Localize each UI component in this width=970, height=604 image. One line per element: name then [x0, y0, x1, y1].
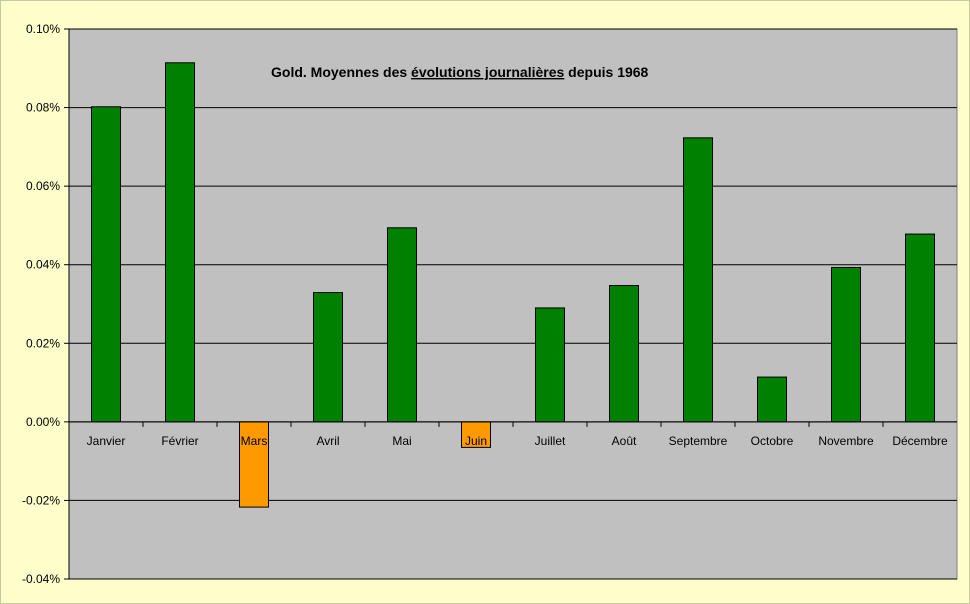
chart-title: Gold. Moyennes des évolutions journalièr…	[271, 64, 649, 80]
bar-décembre	[905, 233, 935, 423]
bar-novembre	[831, 266, 861, 423]
x-category-label: Septembre	[669, 434, 728, 448]
bar-mai	[387, 227, 417, 423]
y-tick-label: 0.00%	[26, 415, 60, 429]
y-tick-label: 0.06%	[26, 179, 60, 193]
bar-septembre	[683, 137, 713, 423]
y-tick-label: 0.10%	[26, 22, 60, 36]
bar-juin	[461, 421, 491, 448]
title-prefix: Gold. Moyennes des	[271, 64, 411, 80]
x-category-label: Février	[161, 434, 198, 448]
x-category-label: Juin	[465, 434, 487, 448]
plot-area	[68, 28, 958, 580]
bar-janvier	[91, 106, 121, 423]
x-category-label: Novembre	[818, 434, 874, 448]
title-suffix: depuis 1968	[564, 64, 648, 80]
title-underlined: évolutions journalières	[411, 64, 564, 80]
x-category-label: Mai	[392, 434, 411, 448]
x-category-label: Janvier	[87, 434, 126, 448]
y-axis-ticks: 0.10% 0.08% 0.06% 0.04% 0.02% 0.00% -0.02% -0.0…	[22, 22, 69, 586]
x-category-label: Octobre	[751, 434, 794, 448]
bar-août	[609, 285, 639, 423]
bar-octobre	[757, 376, 787, 423]
x-category-label: Août	[612, 434, 637, 448]
y-tick-label: 0.08%	[26, 101, 60, 115]
y-tick-label: -0.02%	[22, 493, 60, 507]
x-axis-labels: Janvier Février Mars Avril Mai Juin Juillet Aoû…	[87, 421, 948, 448]
y-tick-label: 0.04%	[26, 258, 60, 272]
x-category-label: Avril	[316, 434, 339, 448]
bar-avril	[313, 292, 343, 423]
bar-mars	[239, 421, 269, 508]
bars	[91, 62, 935, 508]
y-tick-label: -0.04%	[22, 572, 60, 586]
x-category-label: Mars	[241, 434, 268, 448]
bar-juillet	[535, 307, 565, 423]
x-category-label: Décembre	[892, 434, 948, 448]
bar-février	[165, 62, 195, 423]
y-tick-label: 0.02%	[26, 336, 60, 350]
x-category-label: Juillet	[535, 434, 566, 448]
